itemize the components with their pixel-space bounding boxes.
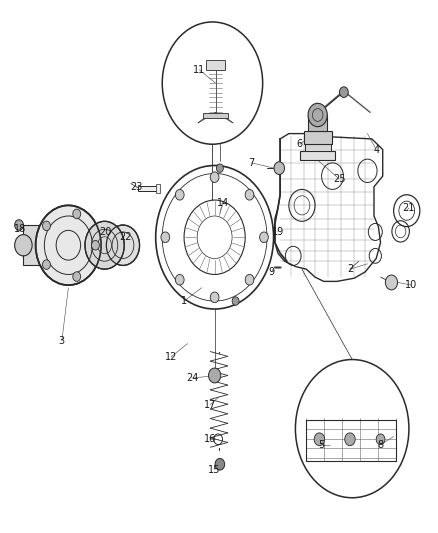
Bar: [304, 131, 332, 144]
Text: 20: 20: [99, 227, 112, 237]
Text: 22: 22: [119, 232, 131, 243]
Text: 24: 24: [187, 373, 199, 383]
Text: 14: 14: [217, 198, 230, 208]
Text: 21: 21: [403, 203, 415, 213]
Bar: [300, 151, 335, 160]
Bar: [304, 144, 331, 151]
Bar: [308, 115, 327, 131]
Circle shape: [376, 434, 385, 445]
Circle shape: [73, 272, 81, 281]
Text: 17: 17: [204, 400, 216, 410]
Circle shape: [85, 221, 124, 269]
Circle shape: [385, 275, 398, 290]
Text: 15: 15: [208, 465, 221, 474]
Text: 25: 25: [333, 174, 345, 184]
Circle shape: [345, 433, 355, 446]
Circle shape: [14, 235, 32, 256]
Bar: [206, 60, 225, 70]
Circle shape: [208, 368, 221, 383]
Circle shape: [245, 274, 254, 285]
Circle shape: [161, 232, 170, 243]
Circle shape: [106, 225, 140, 265]
Circle shape: [175, 274, 184, 285]
Text: 10: 10: [405, 280, 417, 290]
Bar: [138, 185, 159, 191]
Circle shape: [210, 292, 219, 303]
Circle shape: [274, 162, 285, 174]
Circle shape: [314, 433, 325, 446]
Text: 8: 8: [378, 440, 384, 450]
Circle shape: [210, 172, 219, 182]
Text: 3: 3: [59, 336, 65, 346]
Circle shape: [175, 189, 184, 200]
Text: 9: 9: [268, 267, 275, 277]
Circle shape: [73, 209, 81, 219]
Text: 19: 19: [272, 227, 284, 237]
Circle shape: [216, 164, 223, 172]
Bar: [155, 183, 160, 193]
Circle shape: [42, 221, 50, 231]
Text: 7: 7: [249, 158, 255, 168]
Circle shape: [14, 220, 23, 230]
Circle shape: [308, 103, 327, 127]
Circle shape: [35, 205, 101, 285]
Circle shape: [245, 189, 254, 200]
Text: 18: 18: [14, 224, 26, 235]
Text: 12: 12: [165, 352, 177, 362]
Text: 23: 23: [130, 182, 142, 192]
Circle shape: [260, 232, 268, 243]
Text: 11: 11: [193, 65, 205, 75]
Text: 2: 2: [347, 264, 353, 274]
Circle shape: [92, 240, 99, 250]
Circle shape: [339, 87, 348, 98]
Circle shape: [232, 297, 239, 305]
Circle shape: [215, 458, 225, 470]
Bar: [22, 225, 75, 265]
Text: 6: 6: [297, 139, 303, 149]
Text: 5: 5: [318, 440, 325, 450]
Circle shape: [42, 260, 50, 269]
Text: 1: 1: [181, 296, 187, 306]
Text: 4: 4: [373, 144, 379, 155]
Bar: [203, 114, 228, 118]
Text: 16: 16: [204, 434, 216, 445]
